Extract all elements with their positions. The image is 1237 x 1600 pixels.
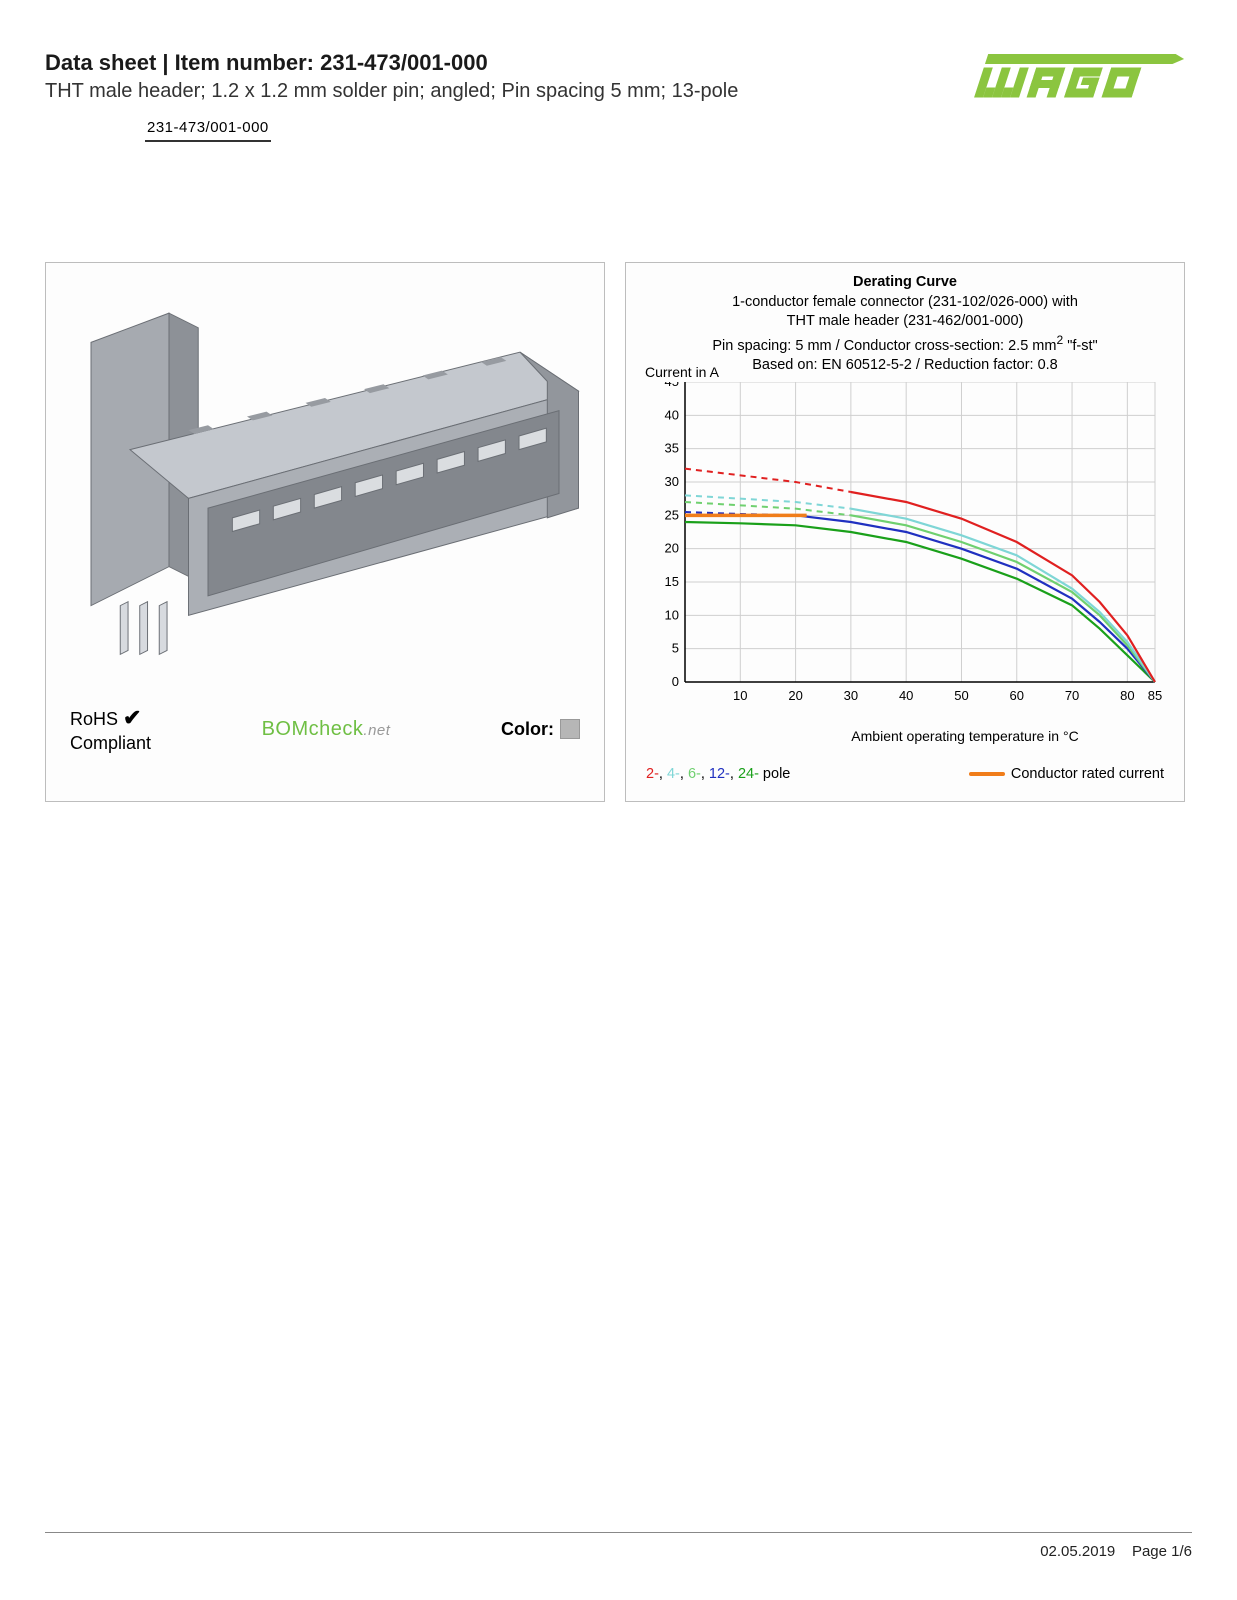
derating-chart-panel: Derating Curve 1-conductor female connec… xyxy=(625,262,1185,802)
chart-desc-line2: 1-conductor female connector (231-102/02… xyxy=(636,293,1174,313)
bomcheck-logo: BOMcheck.net xyxy=(262,718,391,741)
legend-24pole: 24- xyxy=(738,766,759,782)
rohs-text: RoHS ✔ Compliant xyxy=(70,704,151,754)
chart-line4-pre: Pin spacing: 5 mm / Conductor cross-sect… xyxy=(712,338,1056,354)
x-axis-label: Ambient operating temperature in °C xyxy=(756,728,1174,744)
page-footer: 02.05.2019 Page 1/6 xyxy=(45,1532,1192,1560)
product-illustration xyxy=(52,269,598,679)
legend-4pole: 4- xyxy=(667,766,680,782)
svg-text:30: 30 xyxy=(844,688,858,703)
legend-pole-word: pole xyxy=(759,766,790,782)
chart-desc-line3: THT male header (231-462/001-000) xyxy=(636,312,1174,332)
header-text-block: Data sheet | Item number: 231-473/001-00… xyxy=(45,50,962,142)
chart-area: Current in A 051015202530354045102030405… xyxy=(645,382,1165,702)
product-image-panel: RoHS ✔ Compliant BOMcheck.net Color: xyxy=(45,262,605,802)
color-swatch xyxy=(560,719,580,739)
svg-text:10: 10 xyxy=(665,607,679,622)
svg-text:50: 50 xyxy=(954,688,968,703)
svg-text:20: 20 xyxy=(665,540,679,555)
svg-text:25: 25 xyxy=(665,507,679,522)
svg-text:30: 30 xyxy=(665,474,679,489)
chart-title: Derating Curve xyxy=(636,273,1174,293)
color-indicator: Color: xyxy=(501,719,580,740)
svg-text:60: 60 xyxy=(1010,688,1024,703)
footer-page: Page 1/6 xyxy=(1132,1543,1192,1560)
y-axis-label: Current in A xyxy=(645,364,719,380)
chart-title-block: Derating Curve 1-conductor female connec… xyxy=(636,273,1174,376)
footer-date: 02.05.2019 xyxy=(1040,1543,1115,1560)
legend-poles: 2-, 4-, 6-, 12-, 24- pole xyxy=(646,766,790,782)
color-label: Color: xyxy=(501,719,554,740)
chart-legend: 2-, 4-, 6-, 12-, 24- pole Conductor rate… xyxy=(636,766,1174,782)
rohs-line2: Compliant xyxy=(70,733,151,753)
datasheet-title: Data sheet | Item number: 231-473/001-00… xyxy=(45,50,962,76)
svg-text:35: 35 xyxy=(665,440,679,455)
svg-text:15: 15 xyxy=(665,574,679,589)
rohs-compliant-badge: RoHS ✔ Compliant xyxy=(70,704,151,754)
legend-12pole: 12- xyxy=(709,766,730,782)
legend-conductor-line-icon xyxy=(969,772,1005,776)
svg-text:5: 5 xyxy=(672,640,679,655)
legend-conductor-label: Conductor rated current xyxy=(1011,766,1164,782)
check-icon: ✔ xyxy=(123,705,141,730)
svg-text:40: 40 xyxy=(665,407,679,422)
chart-line4-post: "f-st" xyxy=(1063,338,1097,354)
svg-text:0: 0 xyxy=(672,674,679,689)
svg-text:20: 20 xyxy=(788,688,802,703)
legend-6pole: 6- xyxy=(688,766,701,782)
derating-chart: 0 5 10 15 20 25 30 35 40 45 10 20 30 40 50 60 70 80 85 xyxy=(645,382,1165,712)
svg-text:85: 85 xyxy=(1148,688,1162,703)
svg-text:10: 10 xyxy=(733,688,747,703)
rohs-line1: RoHS xyxy=(70,709,118,729)
legend-conductor: Conductor rated current xyxy=(963,766,1164,782)
wago-logo xyxy=(962,50,1192,105)
part-number-chip: 231-473/001-000 xyxy=(145,117,271,142)
bomcheck-suffix: .net xyxy=(363,722,390,739)
svg-text:40: 40 xyxy=(899,688,913,703)
product-footer-row: RoHS ✔ Compliant BOMcheck.net Color: xyxy=(52,684,598,764)
svg-text:45: 45 xyxy=(665,382,679,389)
page-header: Data sheet | Item number: 231-473/001-00… xyxy=(45,50,1192,142)
legend-2pole: 2- xyxy=(646,766,659,782)
svg-text:70: 70 xyxy=(1065,688,1079,703)
chart-desc-line4: Pin spacing: 5 mm / Conductor cross-sect… xyxy=(636,332,1174,356)
bomcheck-text: BOMcheck xyxy=(262,718,364,740)
content-panels: RoHS ✔ Compliant BOMcheck.net Color: Der… xyxy=(45,262,1192,802)
svg-text:80: 80 xyxy=(1120,688,1134,703)
datasheet-subtitle: THT male header; 1.2 x 1.2 mm solder pin… xyxy=(45,80,962,103)
